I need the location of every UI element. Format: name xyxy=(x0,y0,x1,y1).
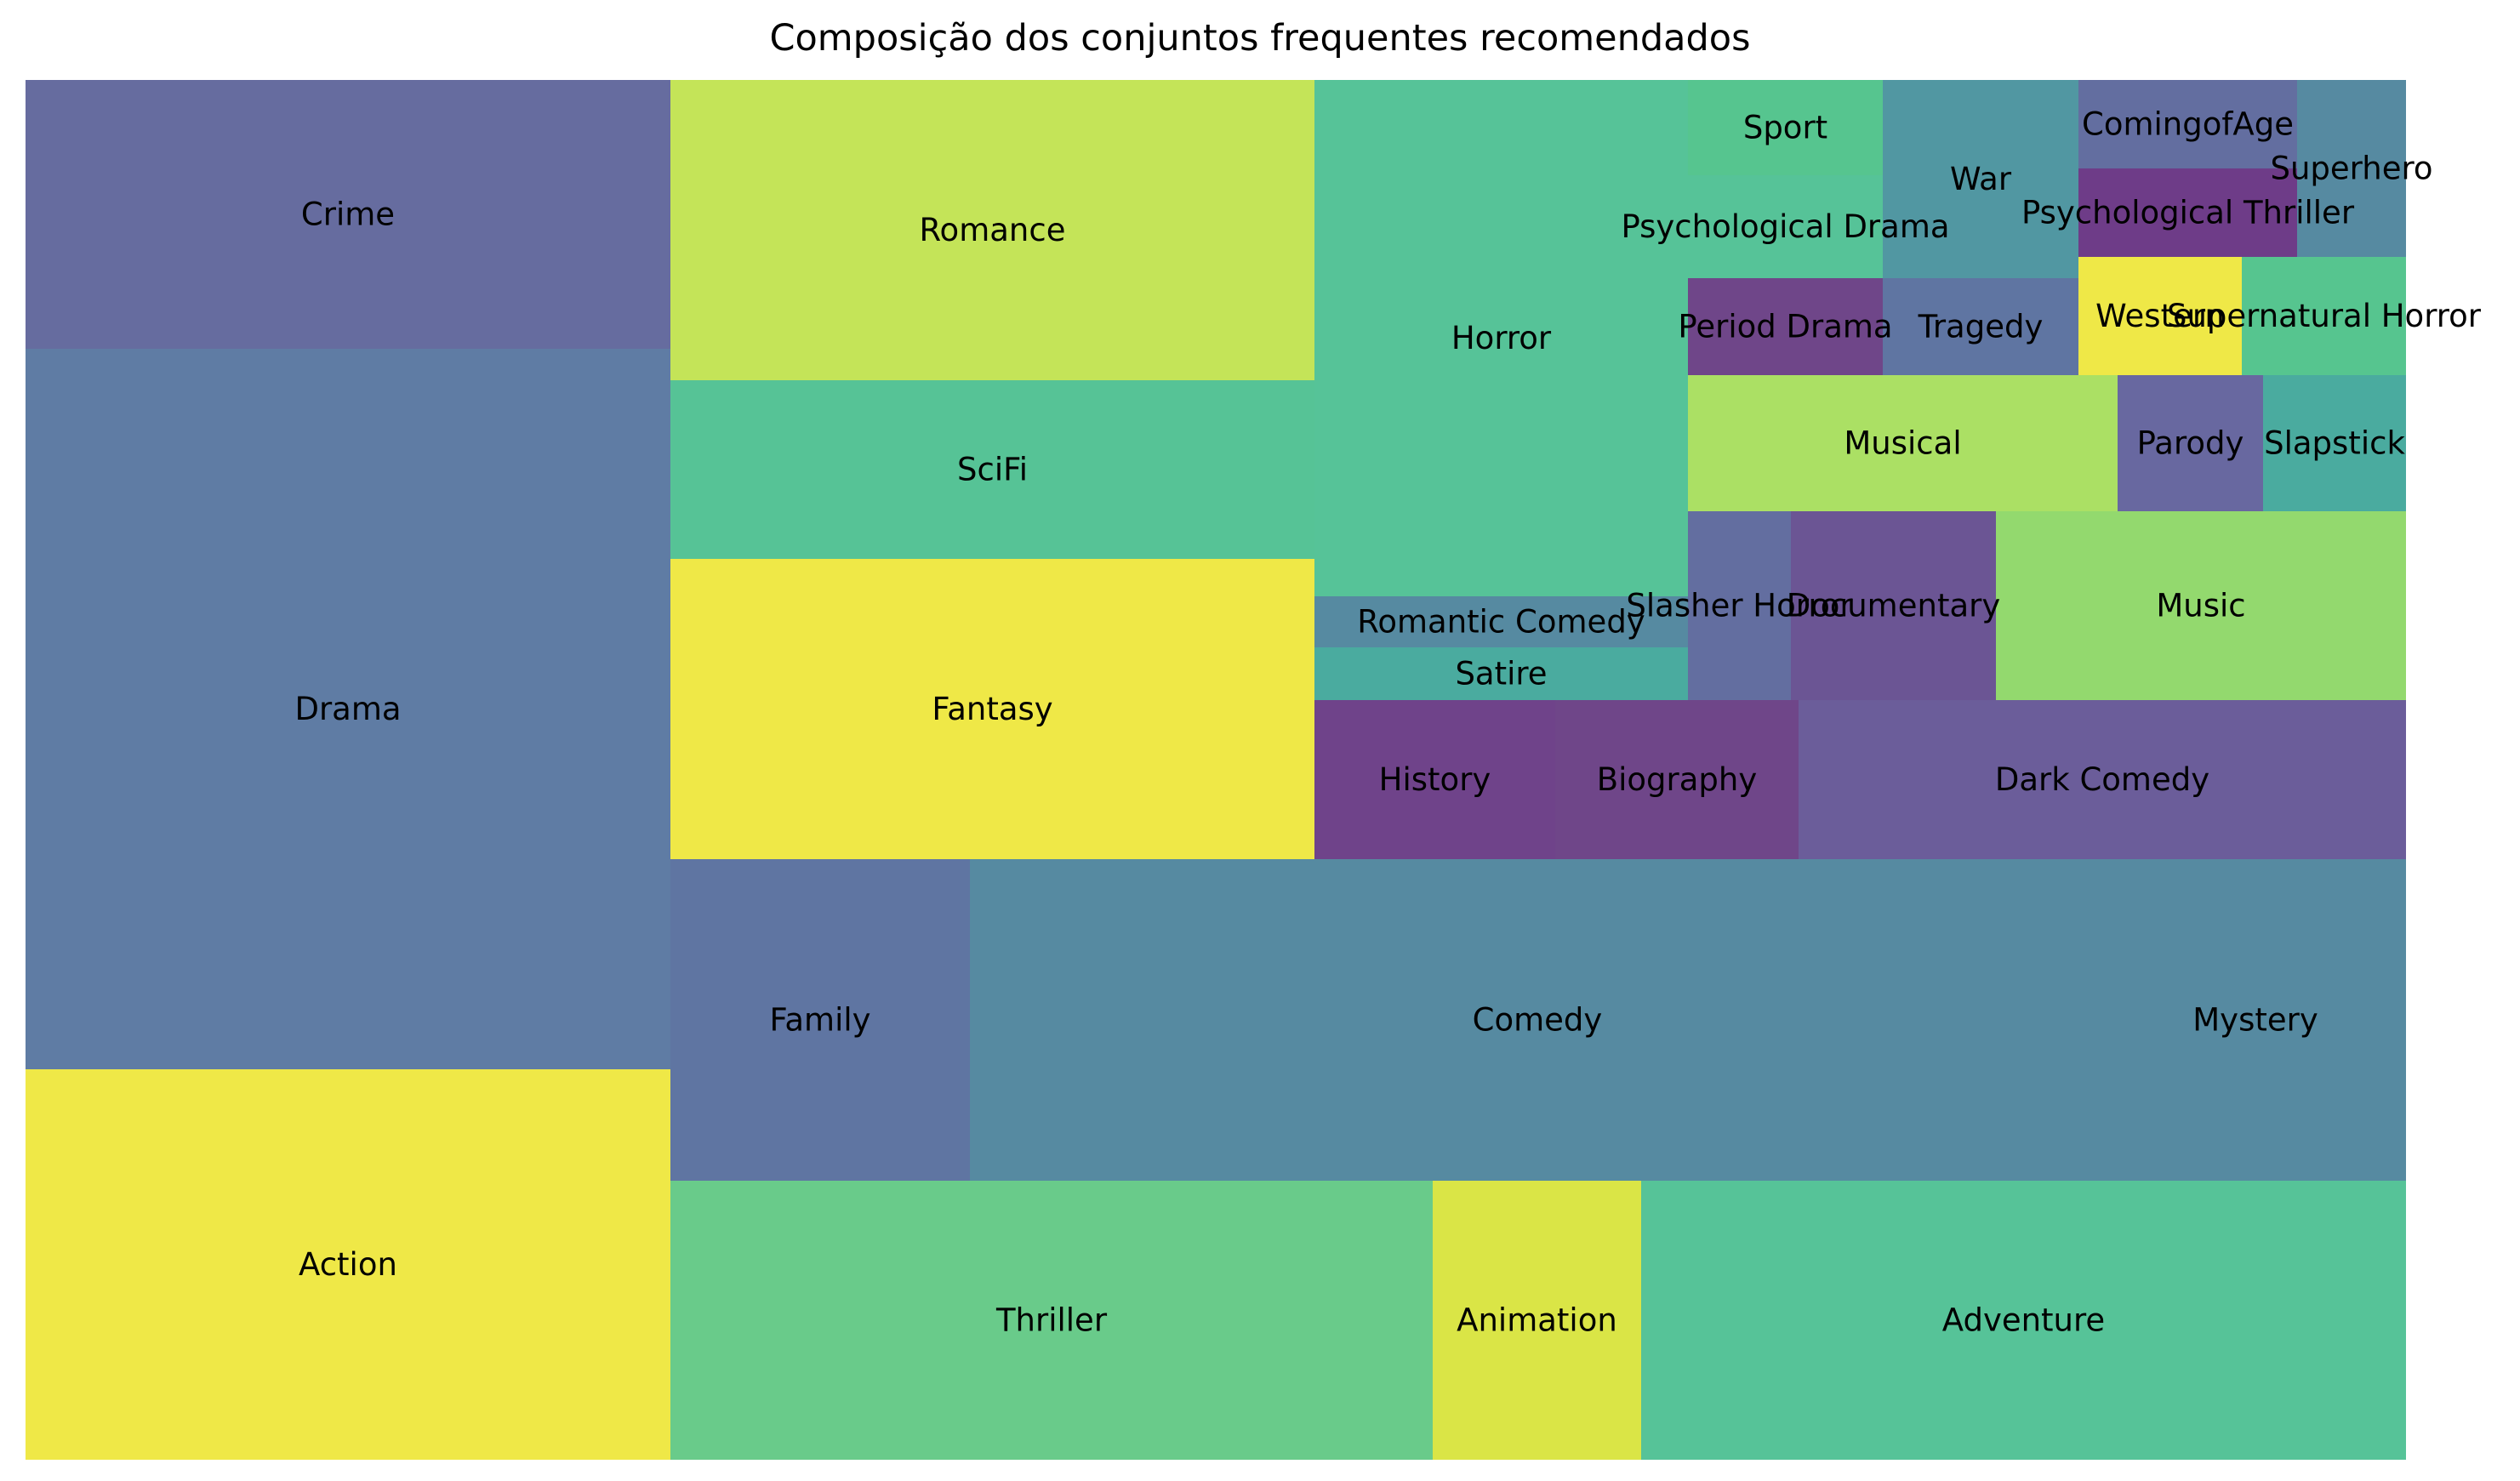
treemap-label-horror: Horror xyxy=(1451,320,1552,356)
treemap-label-satire: Satire xyxy=(1455,656,1547,692)
treemap-cell-musical xyxy=(1688,375,2118,511)
treemap-label-mystery: Mystery xyxy=(2192,1002,2318,1039)
treemap-label-dark-comedy: Dark Comedy xyxy=(1995,761,2209,798)
treemap-label-drama: Drama xyxy=(294,691,401,727)
treemap-cell-dark-comedy xyxy=(1799,700,2406,859)
treemap-label-biography: Biography xyxy=(1597,761,1758,798)
treemap-label-tragedy: Tragedy xyxy=(1918,309,2044,345)
treemap-label-fantasy: Fantasy xyxy=(932,691,1052,727)
treemap-label-war: War xyxy=(1950,161,2012,197)
treemap-cell-animation xyxy=(1433,1181,1641,1460)
treemap-cell-superhero xyxy=(2297,80,2406,257)
treemap-cell-war xyxy=(1883,80,2078,278)
treemap-cell-supernatural-horror xyxy=(2242,257,2406,375)
treemap-label-parody: Parody xyxy=(2137,425,2244,462)
treemap-cell-thriller xyxy=(670,1181,1433,1460)
treemap-cell-scifi xyxy=(670,380,1314,559)
treemap-cell-slasher-horror xyxy=(1688,511,1791,700)
treemap-label-adventure: Adventure xyxy=(1942,1302,2105,1339)
treemap-cell-adventure xyxy=(1641,1181,2406,1460)
treemap-cell-period-drama xyxy=(1688,278,1883,375)
treemap-label-family: Family xyxy=(769,1002,870,1039)
treemap-cell-crime xyxy=(26,80,670,349)
treemap-label-period-drama: Period Drama xyxy=(1678,309,1892,345)
treemap-cell-mystery xyxy=(2105,859,2406,1181)
treemap-cell-drama xyxy=(26,349,670,1069)
treemap-label-slapstick: Slapstick xyxy=(2264,425,2405,462)
treemap-label-superhero: Superhero xyxy=(2271,151,2433,187)
treemap-cell-romantic-comedy xyxy=(1314,596,1688,647)
treemap-label-psychological-thriller: Psychological Thriller xyxy=(2021,195,2355,231)
treemap-label-western: Western xyxy=(2095,298,2225,334)
treemap-label-romantic-comedy: Romantic Comedy xyxy=(1357,604,1645,641)
treemap-cell-western xyxy=(2078,257,2242,375)
treemap-cell-action xyxy=(26,1069,670,1460)
treemap-label-thriller: Thriller xyxy=(995,1302,1108,1339)
treemap-label-scifi: SciFi xyxy=(957,452,1028,488)
treemap-cell-satire xyxy=(1314,647,1688,700)
treemap-cell-comingofage xyxy=(2078,80,2297,168)
treemap-cell-history xyxy=(1314,700,1555,859)
treemap-cell-sport xyxy=(1688,80,1883,175)
treemap-label-history: History xyxy=(1379,761,1491,798)
treemap-cell-comedy xyxy=(970,859,2105,1181)
treemap-cell-fantasy xyxy=(670,559,1314,859)
treemap-cell-horror xyxy=(1314,80,1688,596)
treemap-label-music: Music xyxy=(2156,588,2245,624)
treemap-label-supernatural-horror: Supernatural Horror xyxy=(2167,298,2482,334)
chart-title: Composição dos conjuntos frequentes reco… xyxy=(769,17,1751,60)
treemap-label-sport: Sport xyxy=(1743,110,1827,146)
treemap-cell-psychological-drama xyxy=(1688,175,1883,278)
treemap-cell-tragedy xyxy=(1883,278,2078,375)
treemap-label-comedy: Comedy xyxy=(1473,1002,1603,1039)
treemap-label-action: Action xyxy=(299,1246,397,1283)
treemap-label-romance: Romance xyxy=(920,212,1066,248)
treemap-label-musical: Musical xyxy=(1844,425,1961,462)
treemap-cell-biography xyxy=(1555,700,1799,859)
treemap-label-crime: Crime xyxy=(301,197,395,233)
treemap-cell-music xyxy=(1996,511,2406,700)
treemap-label-psychological-drama: Psychological Drama xyxy=(1621,208,1949,245)
treemap-label-documentary: Documentary xyxy=(1787,588,2000,624)
treemap-cell-slapstick xyxy=(2263,375,2406,511)
treemap-cell-family xyxy=(670,859,970,1181)
treemap-label-slasher-horror: Slasher Horror xyxy=(1626,588,1853,624)
treemap-cell-parody xyxy=(2118,375,2263,511)
treemap-cell-romance xyxy=(670,80,1314,380)
treemap-label-comingofage: ComingofAge xyxy=(2082,106,2294,143)
treemap-cell-documentary xyxy=(1791,511,1996,700)
treemap-label-animation: Animation xyxy=(1457,1302,1617,1339)
treemap-cell-psychological-thriller xyxy=(2078,168,2297,257)
